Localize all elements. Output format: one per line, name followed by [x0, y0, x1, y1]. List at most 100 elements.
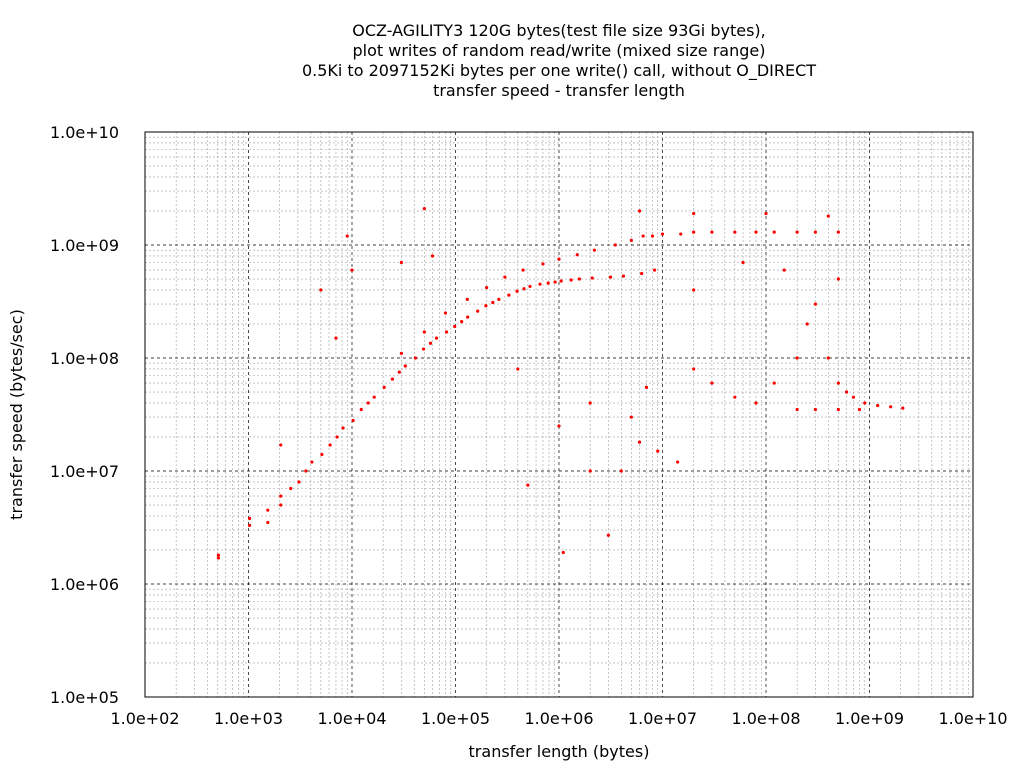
data-point	[795, 356, 799, 360]
data-point	[476, 309, 480, 313]
data-point	[592, 248, 597, 252]
x-tick-label: 1.0e+07	[628, 709, 697, 728]
data-point	[733, 230, 737, 234]
data-point	[637, 440, 642, 444]
data-point	[465, 297, 469, 302]
data-point	[497, 297, 501, 302]
data-point	[216, 556, 221, 560]
data-point	[430, 254, 435, 258]
data-point	[619, 469, 623, 473]
data-point	[805, 322, 809, 326]
data-point	[553, 280, 557, 284]
title-line-4: transfer speed - transfer length	[433, 81, 685, 100]
y-tick-label: 1.0e+07	[50, 462, 119, 481]
data-point	[485, 285, 489, 290]
data-point	[559, 279, 563, 283]
data-point	[836, 407, 840, 412]
data-point	[606, 533, 610, 537]
data-point	[836, 381, 840, 385]
data-point	[345, 234, 349, 238]
data-point	[397, 370, 401, 374]
y-tick-label: 1.0e+06	[50, 575, 119, 594]
data-point	[304, 469, 308, 473]
data-point	[754, 401, 758, 405]
data-point	[526, 483, 530, 487]
data-point	[588, 401, 592, 405]
data-point	[813, 230, 817, 234]
data-point	[528, 284, 532, 289]
data-point	[836, 230, 840, 234]
data-point	[484, 304, 488, 308]
data-point	[692, 288, 696, 292]
data-point	[491, 300, 495, 305]
data-point	[541, 262, 545, 266]
data-point	[826, 214, 830, 218]
data-point	[557, 257, 561, 261]
x-axis-label: transfer length (bytes)	[469, 742, 650, 761]
y-axis-label: transfer speed (bytes/sec)	[7, 309, 26, 520]
data-point	[782, 268, 786, 272]
data-point	[366, 401, 370, 405]
data-point	[341, 426, 345, 430]
data-point	[692, 367, 696, 371]
y-tick-labels: 1.0e+05 1.0e+06 1.0e+07 1.0e+08 1.0e+09 1.0e+…	[50, 123, 119, 707]
data-point	[795, 407, 799, 412]
data-point	[813, 302, 817, 306]
data-point	[453, 324, 457, 329]
data-point	[710, 381, 714, 385]
data-points	[216, 206, 905, 560]
data-point	[637, 209, 642, 213]
data-point	[813, 407, 817, 412]
data-point	[350, 268, 354, 272]
data-point	[863, 401, 867, 405]
plot-frame	[144, 131, 974, 698]
data-point	[522, 287, 526, 291]
data-point	[629, 415, 633, 419]
data-point	[653, 268, 657, 272]
title-line-1: OCZ-AGILITY3 120G bytes(test file size 9…	[352, 21, 766, 40]
data-point	[538, 282, 542, 286]
data-point	[561, 550, 565, 555]
y-tick-label: 1.0e+09	[50, 236, 119, 255]
data-point	[557, 424, 561, 428]
data-point	[434, 336, 439, 340]
data-point	[247, 516, 252, 521]
data-point	[644, 385, 649, 389]
data-point	[297, 480, 301, 484]
data-point	[640, 271, 644, 276]
data-point	[656, 449, 660, 453]
data-point	[795, 230, 799, 234]
title-line-3: 0.5Ki to 2097152Ki bytes per one write()…	[302, 61, 816, 81]
data-point	[577, 277, 581, 281]
x-tick-label: 1.0e+05	[421, 709, 490, 728]
data-point	[764, 211, 768, 216]
data-point	[334, 336, 338, 340]
data-point	[521, 268, 525, 272]
data-point	[650, 234, 655, 238]
data-point	[546, 281, 550, 285]
data-point	[390, 377, 395, 381]
x-tick-labels: 1.0e+02 1.0e+03 1.0e+04 1.0e+05 1.0e+06 1.0e+…	[110, 709, 1007, 728]
data-point	[590, 276, 594, 280]
data-point	[422, 330, 426, 334]
data-point	[382, 385, 386, 389]
y-tick-label: 1.0e+08	[50, 349, 119, 368]
data-point	[310, 460, 314, 464]
data-point	[266, 520, 270, 525]
data-point	[328, 443, 332, 447]
data-point	[575, 253, 579, 257]
data-point	[826, 356, 830, 360]
data-point	[503, 275, 507, 279]
data-point	[289, 486, 293, 491]
data-point	[692, 230, 696, 234]
data-point	[515, 289, 519, 293]
data-point	[733, 395, 737, 399]
data-point	[588, 469, 592, 473]
data-point	[421, 347, 426, 351]
grid	[144, 131, 974, 698]
data-point	[836, 277, 840, 281]
data-point	[679, 232, 683, 236]
data-point	[676, 460, 680, 464]
x-tick-label: 1.0e+03	[214, 709, 283, 728]
